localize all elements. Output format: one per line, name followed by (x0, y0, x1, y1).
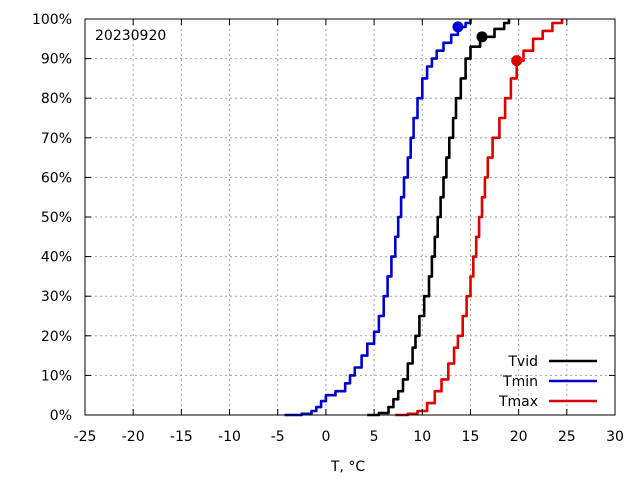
series-layer (284, 19, 564, 417)
y-tick-label: 40% (41, 250, 72, 266)
y-tick-label: 30% (41, 289, 72, 305)
legend-label-tmax: Tmax (498, 394, 538, 410)
y-tick-label: 10% (41, 368, 72, 384)
y-tick-label: 80% (41, 91, 72, 107)
legend-label-tvid: Tvid (507, 354, 538, 370)
tick-labels: -25 -20 -15 -10 -5 0 5 10 15 20 25 30 0% 10% 20% 30% 40%… (32, 12, 624, 445)
grid (85, 19, 615, 415)
x-tick-label: 15 (462, 429, 480, 445)
series-marker-tmin (452, 21, 464, 33)
x-tick-label: 20 (510, 429, 528, 445)
series-line-tvid (367, 19, 511, 417)
y-tick-label: 60% (41, 170, 72, 186)
legend-label-tmin: Tmin (502, 374, 538, 390)
x-tick-label: -15 (170, 429, 193, 445)
x-tick-label: -20 (122, 429, 145, 445)
series-line-tmax (395, 19, 564, 417)
x-tick-label: -5 (271, 429, 285, 445)
series-marker-tmax (511, 55, 523, 67)
ticks (84, 18, 616, 416)
x-tick-label: 25 (558, 429, 576, 445)
x-tick-label: -25 (74, 429, 97, 445)
annotation-date: 20230920 (95, 28, 166, 44)
x-tick-label: 0 (321, 429, 330, 445)
y-tick-label: 90% (41, 52, 72, 68)
legend: Tvid Tmin Tmax (498, 354, 597, 410)
x-tick-label: -10 (218, 429, 241, 445)
x-tick-label: 10 (413, 429, 431, 445)
y-tick-label: 100% (32, 12, 72, 28)
x-tick-label: 5 (370, 429, 379, 445)
y-tick-label: 50% (41, 210, 72, 226)
y-tick-label: 20% (41, 329, 72, 345)
series-marker-tvid (476, 31, 488, 43)
y-tick-label: 70% (41, 131, 72, 147)
series-line-tmin (284, 19, 472, 417)
y-tick-label: 0% (50, 408, 72, 424)
x-tick-label: 30 (606, 429, 624, 445)
x-axis-label: T, °C (330, 459, 365, 475)
